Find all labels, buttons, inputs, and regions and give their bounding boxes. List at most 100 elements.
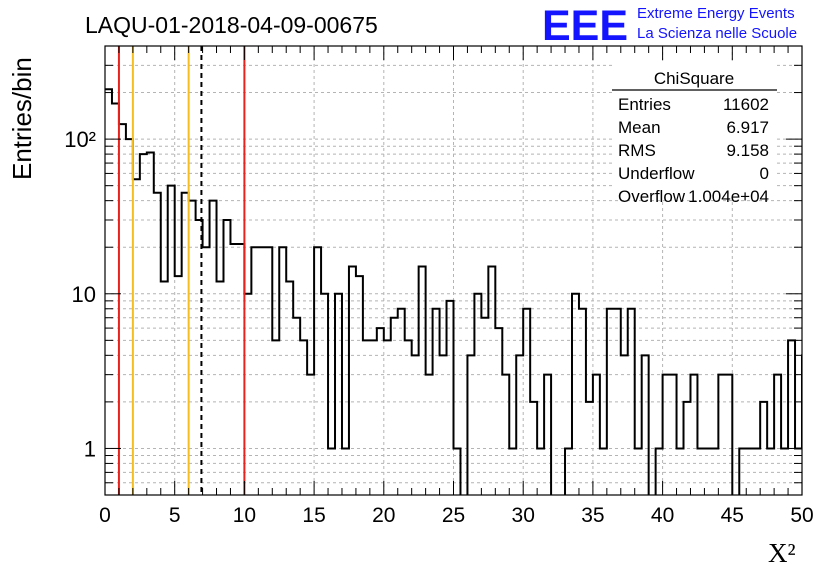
histogram-bin bbox=[147, 152, 154, 495]
stats-value-entries: 11602 bbox=[723, 95, 769, 114]
x-tick-label: 10 bbox=[233, 504, 256, 527]
histogram-bin bbox=[342, 448, 349, 495]
histogram-bin bbox=[537, 448, 544, 495]
stats-value-overflow: 1.004e+04 bbox=[688, 187, 769, 206]
histogram-bin bbox=[140, 154, 147, 495]
histogram-bin bbox=[697, 448, 704, 495]
chart-title: LAQU-01-2018-04-09-00675 bbox=[85, 12, 378, 38]
histogram-bin bbox=[642, 355, 649, 495]
histogram-bin bbox=[203, 247, 210, 495]
x-tick-label: 0 bbox=[99, 504, 111, 527]
histogram-bin bbox=[307, 375, 314, 495]
histogram-bin bbox=[495, 328, 502, 495]
histogram-outline bbox=[105, 88, 802, 495]
y-tick-label: 1 bbox=[84, 436, 96, 461]
histogram-bin bbox=[328, 448, 335, 495]
x-tick-label: 15 bbox=[302, 504, 325, 527]
histogram-bin bbox=[105, 89, 112, 495]
histogram-bin bbox=[175, 276, 182, 495]
histogram-bin bbox=[230, 244, 237, 495]
histogram-bin bbox=[265, 247, 272, 495]
histogram-bin bbox=[579, 309, 586, 495]
histogram-bin bbox=[272, 340, 279, 495]
histogram-bin bbox=[377, 328, 384, 495]
histogram-bin bbox=[321, 294, 328, 495]
histogram-bin bbox=[502, 375, 509, 495]
histogram-bin bbox=[509, 448, 516, 495]
logo-line-2: La Scienza nelle Scuole bbox=[637, 25, 797, 42]
histogram-bin bbox=[684, 402, 691, 495]
stats-label-underflow: Underflow bbox=[618, 164, 695, 183]
histogram-bin bbox=[781, 448, 788, 495]
stats-box: ChiSquare Entries 11602 Mean 6.917 RMS 9… bbox=[612, 62, 777, 206]
histogram-bin bbox=[356, 276, 363, 495]
histogram-bin bbox=[447, 301, 454, 495]
histogram-bin bbox=[335, 294, 342, 495]
histogram-bin bbox=[767, 448, 774, 495]
histogram-bin bbox=[363, 340, 370, 495]
histogram-bins bbox=[105, 88, 836, 495]
stats-label-overflow: Overflow bbox=[618, 187, 686, 206]
y-tick-labels: 1 10 10² bbox=[64, 127, 96, 461]
histogram-bin bbox=[398, 309, 405, 495]
x-tick-label: 20 bbox=[372, 504, 395, 527]
histogram-bin bbox=[516, 355, 523, 495]
histogram-bin bbox=[677, 448, 684, 495]
stats-value-mean: 6.917 bbox=[726, 118, 769, 137]
histogram-bin bbox=[189, 201, 196, 495]
histogram-bin bbox=[725, 375, 732, 495]
histogram-bin bbox=[635, 448, 642, 495]
x-tick-label: 5 bbox=[169, 504, 181, 527]
stats-title: ChiSquare bbox=[654, 69, 734, 88]
histogram-bin bbox=[405, 340, 412, 495]
histogram-bin bbox=[565, 448, 572, 495]
histogram-bin bbox=[823, 340, 830, 495]
eee-logo: EEE bbox=[542, 2, 628, 50]
histogram-bin bbox=[802, 355, 809, 495]
histogram-bin bbox=[258, 247, 265, 495]
histogram-bin bbox=[739, 448, 746, 495]
histogram-bin bbox=[523, 309, 530, 495]
histogram-bin bbox=[614, 309, 621, 495]
histogram-bin bbox=[467, 355, 474, 495]
histogram-bin bbox=[237, 244, 244, 495]
histogram-bin bbox=[154, 193, 161, 495]
histogram-bin bbox=[753, 448, 760, 495]
histogram-bin bbox=[788, 340, 795, 495]
histogram-bin bbox=[293, 318, 300, 495]
x-tick-labels: 0 5 10 15 20 25 30 35 40 45 50 bbox=[99, 504, 814, 527]
histogram-bin bbox=[760, 402, 767, 495]
histogram-bin bbox=[621, 355, 628, 495]
x-tick-label: 45 bbox=[721, 504, 744, 527]
histogram-bin bbox=[370, 340, 377, 495]
x-tick-label: 50 bbox=[790, 504, 813, 527]
histogram-bin bbox=[572, 294, 579, 495]
stats-label-rms: RMS bbox=[618, 141, 656, 160]
reference-lines bbox=[117, 46, 246, 495]
stats-box-background bbox=[612, 62, 777, 200]
histogram-bin bbox=[488, 267, 495, 495]
x-axis-label: X² bbox=[768, 538, 796, 568]
histogram-bin bbox=[182, 193, 189, 495]
histogram-bin bbox=[711, 448, 718, 495]
histogram-bin bbox=[746, 448, 753, 495]
histogram-bin bbox=[663, 375, 670, 495]
stats-label-mean: Mean bbox=[618, 118, 661, 137]
histogram-bin bbox=[600, 448, 607, 495]
histogram-bin bbox=[210, 201, 217, 495]
histogram-bin bbox=[690, 375, 697, 495]
histogram-bin bbox=[718, 375, 725, 495]
histogram-bin bbox=[412, 355, 419, 495]
histogram-bin bbox=[670, 375, 677, 495]
histogram-bin bbox=[133, 179, 140, 495]
histogram-bin bbox=[223, 220, 230, 495]
histogram-bin bbox=[774, 375, 781, 495]
histogram-bin bbox=[816, 375, 823, 495]
histogram-bin bbox=[168, 186, 175, 495]
histogram-bin bbox=[830, 448, 836, 495]
x-tick-label: 40 bbox=[651, 504, 674, 527]
histogram-bin bbox=[251, 247, 258, 495]
histogram-bin bbox=[419, 267, 426, 495]
histogram-bin bbox=[544, 375, 551, 495]
